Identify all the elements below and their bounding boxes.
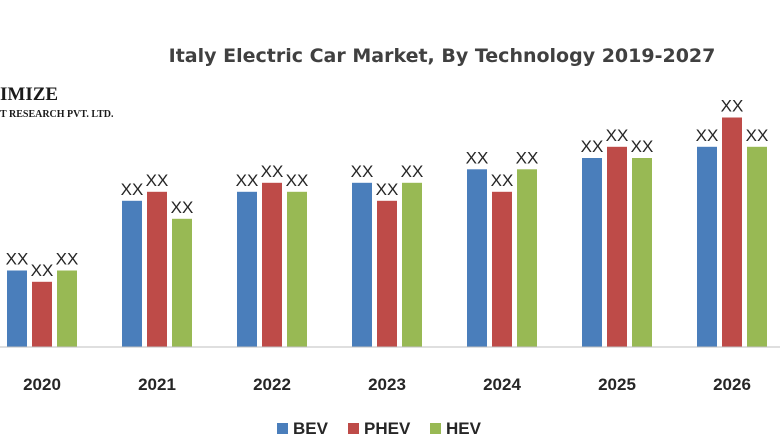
data-label-bev-2020: XX (6, 250, 29, 269)
legend-item-bev: BEV (277, 419, 329, 438)
x-tick-label-2022: 2022 (253, 375, 291, 394)
bar-bev-2023 (352, 182, 372, 348)
bar-phev-2025 (607, 146, 627, 348)
bar-bev-2026 (697, 146, 717, 348)
bar-phev-2021 (147, 191, 167, 348)
data-label-hev-2021: XX (171, 198, 194, 217)
bar-phev-2024 (492, 191, 512, 348)
bar-phev-2020 (32, 281, 52, 348)
bar-hev-2026 (747, 146, 767, 348)
x-tick-label-2020: 2020 (23, 375, 61, 394)
data-label-hev-2020: XX (56, 250, 79, 269)
data-label-hev-2025: XX (631, 137, 654, 156)
legend-label-phev: PHEV (364, 419, 411, 438)
x-tick-label-2025: 2025 (598, 375, 636, 394)
bar-bev-2021 (122, 200, 142, 348)
bar-bev-2022 (237, 191, 257, 348)
bar-hev-2021 (172, 218, 192, 348)
bar-phev-2023 (377, 200, 397, 348)
data-label-hev-2023: XX (401, 162, 424, 181)
x-tick-label-2026: 2026 (713, 375, 751, 394)
x-tick-label-2024: 2024 (483, 375, 521, 394)
bar-bev-2024 (467, 169, 487, 348)
bar-bev-2025 (582, 158, 602, 347)
watermark-line-2: T RESEARCH PVT. LTD. (0, 109, 114, 120)
data-label-bev-2023: XX (351, 162, 374, 181)
data-label-phev-2026: XX (721, 97, 744, 116)
data-label-phev-2021: XX (146, 171, 169, 190)
data-label-phev-2022: XX (261, 162, 284, 181)
bar-hev-2024 (517, 169, 537, 348)
legend-swatch-hev (430, 423, 441, 434)
data-label-bev-2022: XX (236, 171, 259, 190)
legend-item-hev: HEV (430, 419, 482, 438)
data-label-phev-2024: XX (491, 171, 514, 190)
data-label-bev-2025: XX (581, 137, 604, 156)
data-label-hev-2022: XX (286, 171, 309, 190)
data-label-bev-2021: XX (121, 180, 144, 199)
bar-bev-2020 (7, 270, 27, 347)
bar-phev-2022 (262, 182, 282, 348)
bar-phev-2026 (722, 117, 742, 347)
legend-swatch-bev (277, 423, 288, 434)
bar-hev-2025 (632, 158, 652, 347)
data-label-phev-2020: XX (31, 261, 54, 280)
bar-hev-2020 (57, 270, 77, 347)
legend-label-bev: BEV (293, 419, 329, 438)
x-axis-ticks: 2020 2021 2022 2023 2024 2025 2026 (23, 375, 751, 394)
data-label-phev-2025: XX (606, 126, 629, 145)
x-tick-label-2021: 2021 (138, 375, 176, 394)
watermark-line-1: IMIZE (0, 84, 58, 105)
legend-label-hev: HEV (446, 419, 482, 438)
legend: BEV PHEV HEV (277, 419, 482, 438)
watermark-logo: IMIZE T RESEARCH PVT. LTD. (0, 84, 114, 120)
data-label-hev-2026: XX (746, 126, 769, 145)
bar-hev-2023 (402, 182, 422, 348)
bar-hev-2022 (287, 191, 307, 348)
data-label-phev-2023: XX (376, 180, 399, 199)
data-label-bev-2026: XX (696, 126, 719, 145)
data-label-bev-2024: XX (466, 148, 489, 167)
chart-title: Italy Electric Car Market, By Technology… (169, 45, 716, 67)
data-label-hev-2024: XX (516, 148, 539, 167)
x-tick-label-2023: 2023 (368, 375, 406, 394)
legend-swatch-phev (348, 423, 359, 434)
legend-item-phev: PHEV (348, 419, 411, 438)
